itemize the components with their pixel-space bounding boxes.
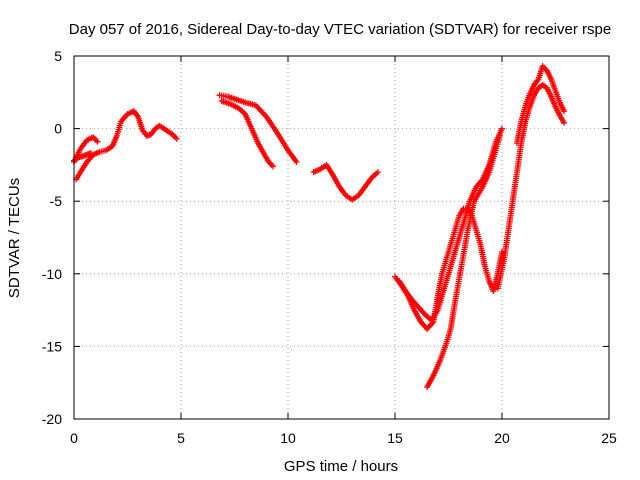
data-point: [496, 132, 503, 139]
y-tick-label: 0: [54, 121, 62, 137]
data-point: [499, 125, 505, 132]
x-tick-label: 10: [280, 430, 296, 446]
axis-ticks: 0 5 10 15 20 25 -20 -15 -10 -5 0 5: [42, 48, 617, 446]
chart-title: Day 057 of 2016, Sidereal Day-to-day VTE…: [69, 21, 611, 38]
data-series: [513, 63, 568, 147]
y-tick-label: -5: [50, 193, 63, 209]
data-point: [374, 169, 381, 176]
x-tick-label: 15: [387, 430, 403, 446]
x-tick-label: 0: [70, 430, 78, 446]
data-point: [94, 138, 101, 145]
data-series: [396, 125, 505, 324]
x-axis-label: GPS time / hours: [284, 458, 398, 475]
x-tick-label: 25: [601, 430, 617, 446]
y-tick-label: -10: [42, 266, 62, 282]
data-series: [310, 161, 381, 203]
data-point: [293, 158, 300, 165]
data-series: [73, 108, 180, 183]
data-series: [494, 82, 568, 292]
data-marks: [71, 63, 568, 391]
data-series: [216, 92, 300, 165]
data-series: [424, 132, 503, 391]
y-axis-label: SDTVAR / TECUs: [6, 178, 23, 298]
x-tick-label: 20: [494, 430, 510, 446]
data-point: [561, 108, 568, 115]
data-point: [173, 135, 180, 142]
data-point: [88, 150, 95, 157]
y-tick-label: -20: [42, 411, 62, 427]
data-point: [270, 163, 277, 170]
data-point: [499, 249, 505, 256]
y-tick-label: 5: [54, 48, 62, 64]
grid: [74, 56, 609, 419]
data-point: [561, 119, 568, 126]
y-tick-label: -15: [42, 338, 62, 354]
plot-frame: [73, 55, 610, 420]
x-tick-label: 5: [177, 430, 185, 446]
data-series: [218, 98, 277, 170]
